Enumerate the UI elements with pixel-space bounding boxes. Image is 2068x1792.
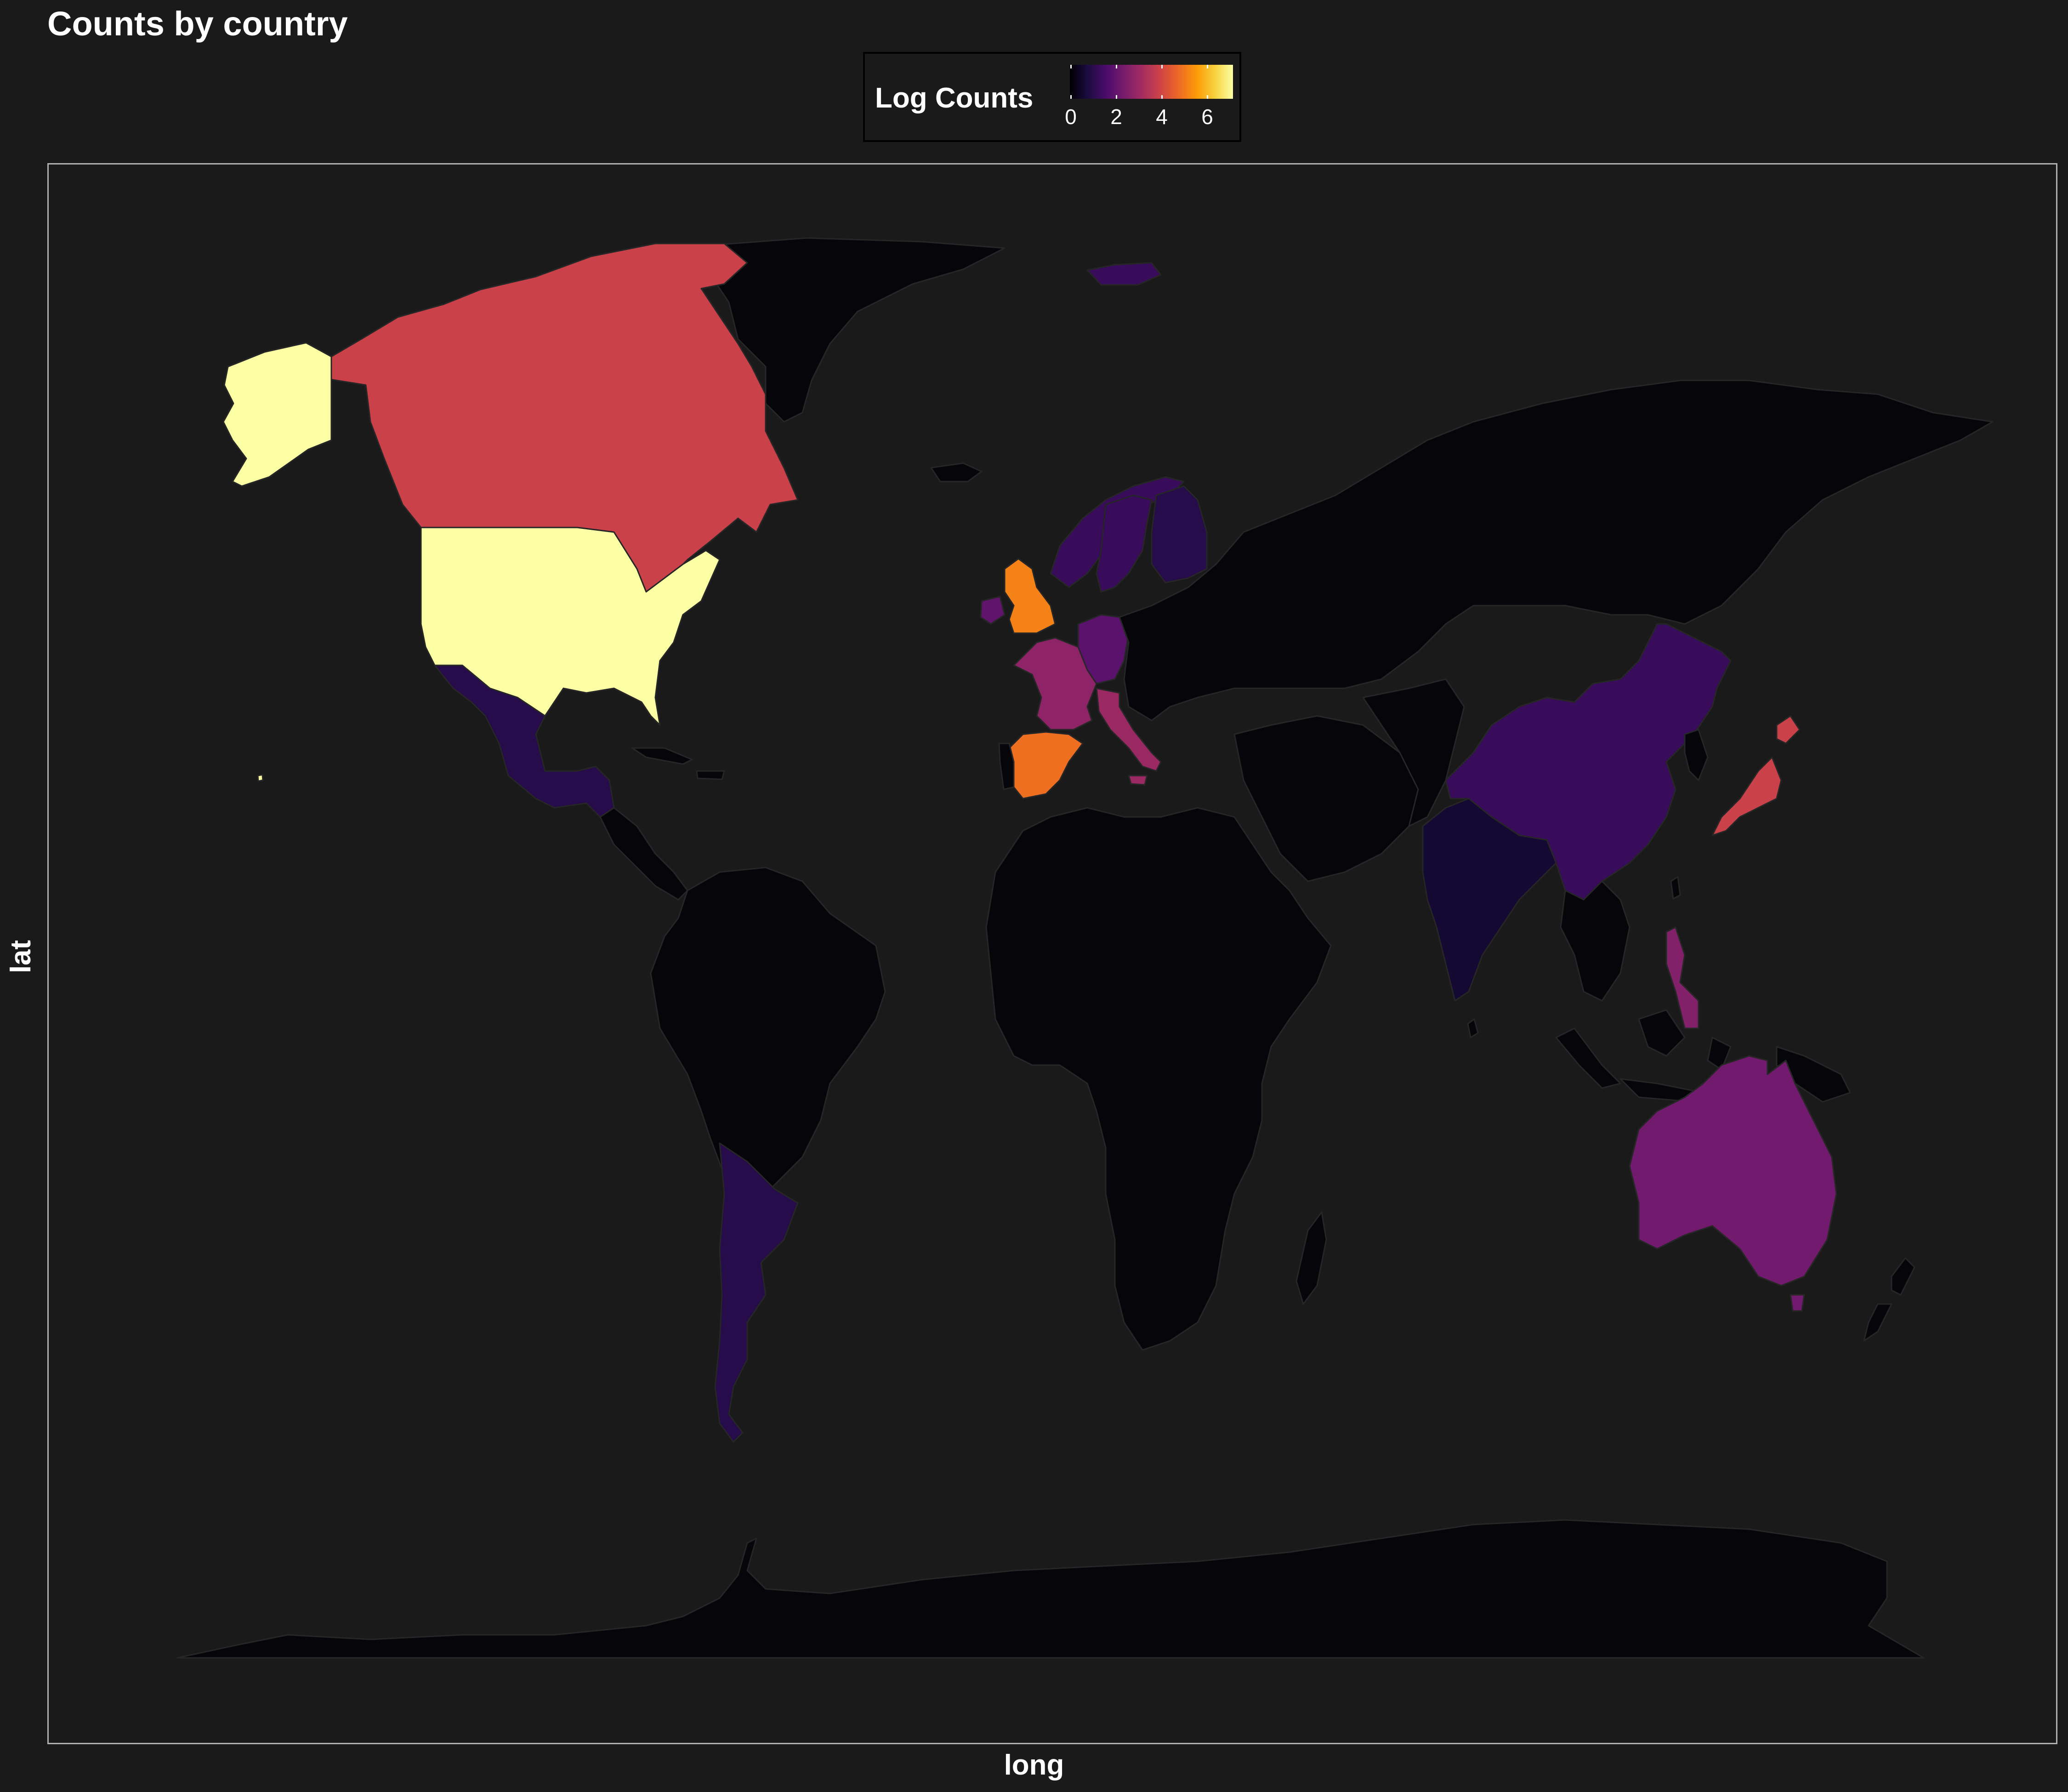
country-southeast-asia	[1560, 880, 1631, 1002]
colorbar	[1070, 65, 1233, 99]
colorbar-tick-top	[1161, 65, 1163, 68]
country-france	[1013, 637, 1097, 731]
country-spain	[1008, 731, 1084, 800]
country-china	[1445, 623, 1732, 901]
country-sweden	[1096, 494, 1153, 593]
country-hawaii	[257, 774, 264, 782]
country-svalbard	[1086, 262, 1162, 286]
country-italy	[1096, 687, 1162, 772]
country-central-america	[599, 807, 688, 901]
x-axis-label: long	[1004, 1749, 1064, 1781]
country-united-kingdom	[1004, 558, 1056, 634]
country-sri-lanka	[1467, 1018, 1479, 1038]
country-tasmania	[1790, 1294, 1805, 1312]
country-new-zealand	[1863, 1257, 1915, 1342]
country-ireland	[980, 595, 1006, 625]
country-antarctica	[176, 1519, 1925, 1659]
country-alaska	[222, 342, 332, 487]
country-madagascar	[1295, 1211, 1327, 1305]
world-map	[176, 237, 1994, 1659]
legend-tick-label: 6	[1201, 105, 1213, 129]
colorbar-tick-bottom	[1207, 95, 1208, 99]
country-south-america	[650, 867, 886, 1218]
country-middle-east	[1233, 715, 1419, 882]
country-africa	[985, 807, 1332, 1351]
colorbar-tick-top	[1116, 65, 1117, 68]
colorbar-tick-top	[1207, 65, 1208, 68]
country-korea	[1684, 729, 1709, 781]
country-cuba	[631, 747, 693, 765]
y-axis-label: lat	[5, 940, 37, 974]
colorbar-tick-bottom	[1116, 95, 1117, 99]
country-hispaniola	[696, 770, 725, 780]
chart-title: Counts by country	[47, 5, 348, 43]
country-australia	[1629, 1055, 1837, 1287]
country-iceland	[930, 462, 983, 482]
country-argentina	[714, 1142, 799, 1443]
country-japan-hokkaido	[1776, 715, 1801, 744]
colorbar-tick-bottom	[1070, 95, 1072, 99]
legend-tick-label: 2	[1110, 105, 1122, 129]
country-italy-sicily	[1128, 775, 1148, 786]
country-portugal	[998, 743, 1015, 790]
colorbar-tick-top	[1070, 65, 1072, 68]
country-finland	[1151, 485, 1208, 584]
legend-title: Log Counts	[875, 82, 1034, 114]
country-eurasia	[1119, 380, 1994, 721]
legend-tick-label: 4	[1156, 105, 1168, 129]
legend-tick-label: 0	[1065, 105, 1077, 129]
country-taiwan	[1670, 876, 1681, 900]
colorbar-tick-bottom	[1161, 95, 1163, 99]
map-panel	[47, 163, 2057, 1744]
country-philippines	[1665, 926, 1699, 1029]
country-japan	[1711, 756, 1782, 836]
legend: Log Counts 0 2 4 6	[863, 52, 1241, 142]
country-greenland	[710, 237, 1006, 423]
